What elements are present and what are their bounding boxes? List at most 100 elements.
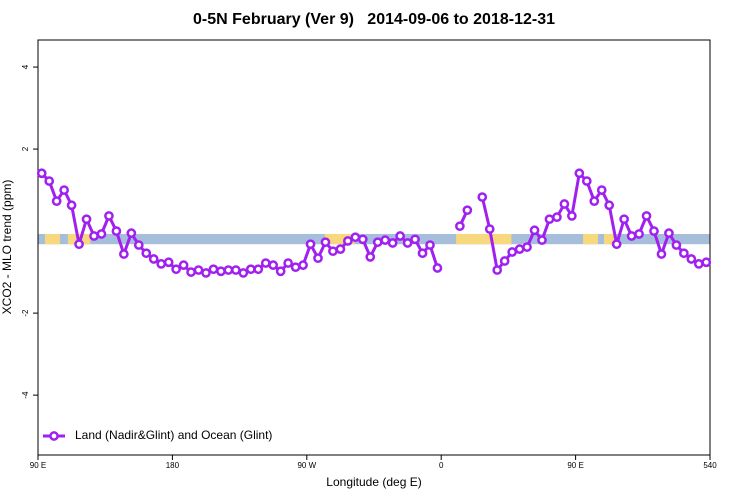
legend-label: Land (Nadir&Glint) and Ocean (Glint) xyxy=(75,428,272,442)
y-axis-label: XCO2 - MLO trend (ppm) xyxy=(0,180,14,315)
legend-marker xyxy=(49,431,59,441)
data-point xyxy=(313,253,323,264)
data-point xyxy=(208,264,219,275)
data-point xyxy=(186,267,196,277)
data-point xyxy=(365,252,376,262)
data-point xyxy=(611,239,622,250)
data-point xyxy=(104,211,114,221)
data-point xyxy=(649,226,659,236)
data-point xyxy=(589,196,600,207)
plot-frame xyxy=(37,39,711,456)
data-point xyxy=(574,168,585,179)
data-point xyxy=(89,231,99,241)
data-point xyxy=(529,225,540,236)
data-point xyxy=(432,263,443,273)
data-point xyxy=(693,259,704,269)
data-point xyxy=(626,231,637,241)
land-span xyxy=(324,233,355,245)
data-point xyxy=(231,265,241,275)
data-point xyxy=(305,239,316,250)
data-point xyxy=(275,266,286,277)
data-point xyxy=(253,264,264,275)
data-point xyxy=(380,235,391,245)
data-point xyxy=(686,254,697,264)
x-tick-label: 180 xyxy=(166,461,180,470)
data-point xyxy=(455,221,465,232)
data-point xyxy=(402,238,413,248)
data-point xyxy=(604,200,615,211)
data-point xyxy=(111,226,122,236)
land-span xyxy=(45,233,60,245)
data-point xyxy=(260,258,271,268)
x-tick-label: 540 xyxy=(703,461,717,470)
data-point xyxy=(507,247,517,257)
data-point xyxy=(59,185,69,195)
data-point xyxy=(484,224,495,234)
data-point xyxy=(335,244,346,254)
data-point xyxy=(462,205,473,216)
data-point xyxy=(477,192,488,202)
data-point xyxy=(283,258,293,268)
data-point xyxy=(499,256,510,266)
data-point xyxy=(141,248,152,259)
data-point xyxy=(387,238,398,248)
data-point xyxy=(619,214,629,225)
data-point xyxy=(537,235,547,245)
data-point xyxy=(671,240,682,250)
data-point xyxy=(514,244,525,254)
data-point xyxy=(492,265,503,275)
data-point xyxy=(372,237,383,248)
data-point xyxy=(133,240,144,250)
data-point xyxy=(290,262,301,273)
data-point xyxy=(581,176,592,186)
data-point xyxy=(425,240,435,250)
data-point xyxy=(51,196,62,207)
data-point xyxy=(679,248,689,259)
y-tick-label: 2 xyxy=(21,146,30,151)
data-point xyxy=(66,200,77,211)
data-point xyxy=(96,229,107,239)
land-span xyxy=(583,233,598,245)
data-point xyxy=(201,268,211,278)
x-tick-label: 90 E xyxy=(30,461,46,470)
data-point xyxy=(36,168,47,179)
data-point xyxy=(156,259,167,269)
data-point xyxy=(119,249,129,259)
data-point xyxy=(343,236,353,246)
y-tick-label: -4 xyxy=(21,391,30,399)
data-point xyxy=(350,232,361,243)
data-point xyxy=(522,242,532,252)
data-point xyxy=(552,212,562,223)
data-point xyxy=(171,264,181,275)
chart-title: 0-5N February (Ver 9) 2014-09-06 to 2018… xyxy=(193,11,555,28)
data-point xyxy=(559,199,570,209)
data-point xyxy=(320,237,331,248)
data-point xyxy=(223,265,234,275)
data-point xyxy=(544,214,555,225)
x-tick-label: 0 xyxy=(439,461,444,470)
y-tick-label: -2 xyxy=(21,309,30,317)
x-axis-label: Longitude (deg E) xyxy=(326,475,421,489)
data-point xyxy=(238,268,249,278)
data-point xyxy=(567,211,577,221)
data-point xyxy=(216,266,226,277)
data-point xyxy=(596,185,607,195)
data-point xyxy=(634,229,644,239)
data-point xyxy=(701,257,712,268)
data-point xyxy=(178,260,189,270)
data-point xyxy=(357,234,368,245)
data-point xyxy=(410,234,420,245)
x-tick-label: 90 E xyxy=(567,461,583,470)
land-span xyxy=(603,233,615,245)
data-point xyxy=(298,260,308,270)
data-point xyxy=(395,231,405,241)
land-span xyxy=(456,233,512,245)
data-point xyxy=(74,239,84,250)
data-point xyxy=(148,254,159,264)
data-point xyxy=(268,260,279,270)
data-point xyxy=(44,176,55,186)
data-point xyxy=(245,264,256,275)
x-tick-label: 90 W xyxy=(297,461,316,470)
data-point xyxy=(664,228,674,238)
